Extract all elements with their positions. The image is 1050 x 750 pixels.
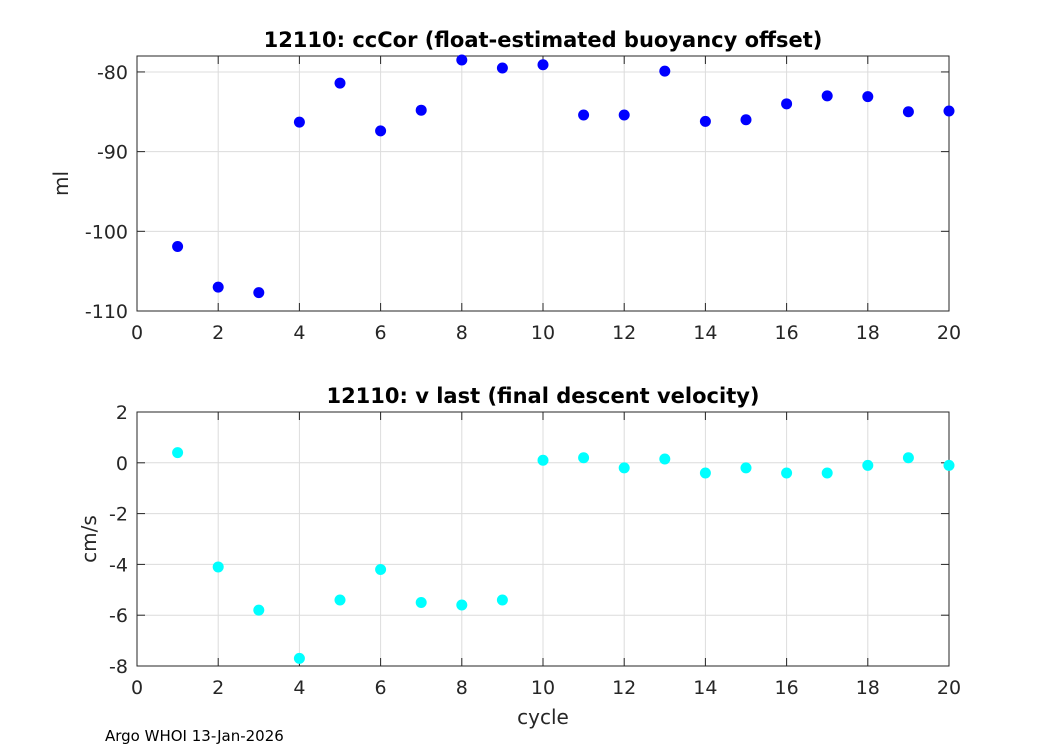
x-tick-label: 0 (131, 322, 143, 344)
data-point (943, 105, 955, 117)
x-tick-label: 10 (531, 322, 555, 344)
data-point (781, 98, 793, 110)
data-point (415, 597, 427, 608)
data-point (781, 467, 793, 479)
chart-buoyancy-offset: 0 2 4 6 8 10 12 14 16 18 20 -110 -100 -90 -80 12110: cc… (49, 28, 961, 344)
y-tick-label: 2 (116, 402, 128, 424)
x-tick-label: 8 (456, 677, 468, 699)
x-tick-label: 12 (612, 677, 636, 699)
data-point (212, 561, 224, 573)
x-tick-label: 8 (456, 322, 468, 344)
y-tick-label: -2 (109, 504, 128, 526)
y-axis-label: ml (49, 171, 73, 196)
data-point (293, 652, 305, 664)
data-point (862, 459, 874, 471)
x-tick-label: 16 (775, 677, 799, 699)
y-tick-label: -6 (109, 605, 128, 627)
x-tick-label: 6 (375, 677, 387, 699)
y-tick-label: -90 (97, 142, 128, 164)
x-tick-label: 18 (856, 322, 880, 344)
y-tick-label: -110 (85, 301, 128, 323)
x-tick-label: 14 (693, 677, 717, 699)
data-point (578, 109, 590, 121)
data-point (415, 104, 427, 116)
data-point (578, 452, 590, 464)
chart-title: 12110: v last (final descent velocity) (326, 384, 759, 408)
data-point (943, 459, 955, 471)
data-point (618, 462, 630, 474)
x-tick-label: 20 (937, 322, 961, 344)
data-point (740, 462, 752, 474)
data-point (902, 106, 914, 118)
x-axis-label: cycle (517, 705, 569, 729)
x-tick-label: 0 (131, 677, 143, 699)
data-point (172, 447, 184, 459)
y-tick-label: 0 (116, 453, 128, 475)
data-point (456, 599, 468, 611)
data-point (334, 594, 346, 606)
data-point (375, 563, 387, 575)
data-point (293, 116, 305, 128)
x-tick-label: 12 (612, 322, 636, 344)
x-tick-label: 20 (937, 677, 961, 699)
data-point (496, 594, 508, 606)
data-point (334, 77, 346, 89)
data-point (821, 467, 833, 479)
chart-title: 12110: ccCor (float-estimated buoyancy o… (264, 28, 823, 52)
data-point (659, 65, 671, 77)
data-point (212, 281, 224, 293)
y-axis-label: cm/s (77, 515, 101, 563)
x-tick-label: 2 (212, 677, 224, 699)
x-tick-label: 10 (531, 677, 555, 699)
data-point (902, 452, 914, 464)
data-point (172, 240, 184, 252)
x-tick-label: 16 (775, 322, 799, 344)
y-tick-label: -100 (85, 221, 128, 243)
data-point (537, 454, 549, 466)
data-point (253, 604, 265, 616)
x-tick-label: 4 (293, 677, 305, 699)
chart-descent-velocity: 0 2 4 6 8 10 12 14 16 18 20 -8 -6 -4 -2 0 2 12110: v last… (77, 384, 961, 729)
y-tick-label: -4 (109, 554, 128, 576)
data-point (862, 91, 874, 103)
data-point (375, 125, 387, 137)
data-point (699, 115, 711, 127)
footer-text: Argo WHOI 13-Jan-2026 (105, 727, 284, 745)
data-point (699, 467, 711, 479)
x-tick-label: 18 (856, 677, 880, 699)
data-point (496, 62, 508, 74)
data-point (537, 59, 549, 71)
data-point (821, 90, 833, 102)
data-point (740, 114, 752, 126)
data-point (659, 453, 671, 465)
x-tick-label: 4 (293, 322, 305, 344)
x-tick-label: 6 (375, 322, 387, 344)
data-point (253, 287, 265, 299)
data-point (456, 54, 468, 66)
y-tick-label: -80 (97, 62, 128, 84)
x-tick-label: 2 (212, 322, 224, 344)
data-point (618, 109, 630, 121)
y-tick-label: -8 (109, 656, 128, 678)
x-tick-label: 14 (693, 322, 717, 344)
